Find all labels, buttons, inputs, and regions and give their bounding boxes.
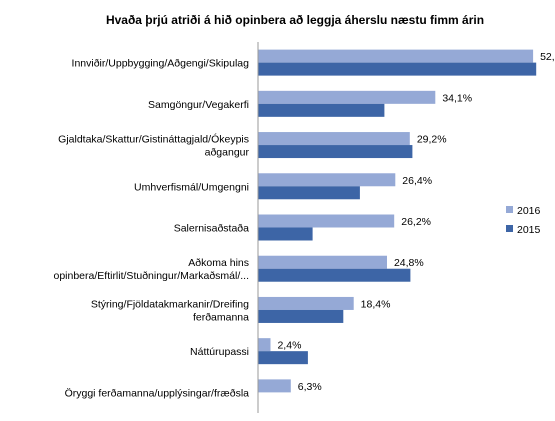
bars xyxy=(258,49,537,393)
data-label: 24,8% xyxy=(394,257,424,269)
bar-2015 xyxy=(258,62,537,76)
category-label: Innviðir/Uppbygging/Aðgengi/Skipulag xyxy=(72,58,250,70)
chart-title: Hvaða þrjú atriði á hið opinbera að legg… xyxy=(106,13,484,27)
bar-2016 xyxy=(258,214,395,228)
data-label: 18,4% xyxy=(361,298,391,310)
legend-swatch-2016 xyxy=(506,206,513,213)
data-labels: 52,9% 34,1% 29,2% 26,4% 26,2% 24,8% 18,4% 2,4% 6… xyxy=(277,51,555,393)
category-label: Öryggi ferðamanna/upplýsingar/fræðsla xyxy=(65,387,250,399)
bar-2015 xyxy=(258,186,360,200)
category-label: Salernisaðstaða xyxy=(174,223,249,235)
bar-2016 xyxy=(258,173,396,187)
bar-2016 xyxy=(258,255,387,269)
bar-2015 xyxy=(258,227,313,241)
bar-2016 xyxy=(258,132,410,146)
data-label: 26,4% xyxy=(402,175,432,187)
bar-2015 xyxy=(258,145,413,159)
bar-2016 xyxy=(258,49,534,63)
legend: 2016 2015 xyxy=(506,205,541,236)
bar-2016 xyxy=(258,379,291,393)
legend-label: 2015 xyxy=(517,224,541,236)
bar-2015 xyxy=(258,309,344,323)
legend-swatch-2015 xyxy=(506,225,513,232)
bar-2015 xyxy=(258,351,308,365)
category-label: Aðkoma hins opinbera/Eftirlit/Stuðningur/… xyxy=(53,257,249,282)
category-label: Umhverfismál/Umgengni xyxy=(134,181,249,193)
category-label: Stýring/Fjöldatakmarkanir/Dreifing ferðam… xyxy=(91,298,249,323)
bar-2016 xyxy=(258,90,436,104)
category-label: Gjaldtaka/Skattur/Gistináttagjald/Ókeypi… xyxy=(58,133,249,159)
category-labels: Innviðir/Uppbygging/Aðgengi/Skipulag Samg… xyxy=(53,58,249,400)
bar-2016 xyxy=(258,338,271,352)
category-label: Náttúrupassi xyxy=(190,346,249,358)
legend-label: 2016 xyxy=(517,205,541,217)
data-label: 2,4% xyxy=(277,340,301,352)
data-label: 29,2% xyxy=(417,134,447,146)
data-label: 34,1% xyxy=(442,92,472,104)
data-label: 26,2% xyxy=(401,216,431,228)
data-label: 52,9% xyxy=(540,51,555,63)
category-label: Samgöngur/Vegakerfi xyxy=(148,99,249,111)
bar-2016 xyxy=(258,296,354,310)
bar-2015 xyxy=(258,268,411,282)
bar-2015 xyxy=(258,103,385,117)
data-label: 6,3% xyxy=(298,381,322,393)
